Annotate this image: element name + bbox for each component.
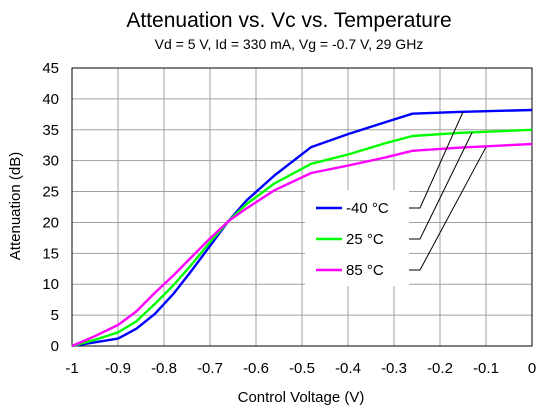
legend-leader-line xyxy=(406,132,473,240)
x-tick-label: -0.2 xyxy=(427,360,453,377)
y-tick-label: 45 xyxy=(42,60,59,77)
legend: -40 °C 25 °C 85 °C xyxy=(305,190,409,286)
grid xyxy=(71,67,533,347)
x-tick-label: -0.1 xyxy=(473,360,499,377)
series-lines xyxy=(71,108,533,348)
legend-label: 85 °C xyxy=(346,262,384,279)
y-tick-label: 30 xyxy=(42,153,59,170)
y-tick-label: 15 xyxy=(42,245,59,262)
y-tick-label: 40 xyxy=(42,91,59,108)
y-axis-label: Attenuation (dB) xyxy=(7,152,24,260)
x-tick-label: 0 xyxy=(528,360,536,377)
x-axis: -1 -0.9 -0.8 -0.7 -0.6 -0.5 -0.4 -0.3 -0.2 -0.1 0 xyxy=(65,360,536,377)
x-tick-label: -0.8 xyxy=(151,360,177,377)
x-tick-label: -0.3 xyxy=(381,360,407,377)
x-tick-label: -0.7 xyxy=(197,360,223,377)
legend-label: 25 °C xyxy=(346,231,384,248)
y-tick-label: 0 xyxy=(51,338,59,355)
chart-title: Attenuation vs. Vc vs. Temperature xyxy=(126,9,451,32)
y-tick-label: 10 xyxy=(42,276,59,293)
x-axis-label: Control Voltage (V) xyxy=(238,389,365,406)
legend-leader-line xyxy=(406,111,464,209)
legend-leader-lines xyxy=(406,111,487,271)
chart-subtitle: Vd = 5 V, Id = 330 mA, Vg = -0.7 V, 29 G… xyxy=(155,36,424,52)
x-tick-label: -0.9 xyxy=(105,360,131,377)
y-tick-label: 35 xyxy=(42,122,59,139)
y-tick-label: 25 xyxy=(42,184,59,201)
legend-leader-line xyxy=(406,146,487,271)
series-line-2 xyxy=(71,142,533,348)
y-tick-label: 20 xyxy=(42,214,59,231)
y-tick-label: 5 xyxy=(51,307,59,324)
x-tick-label: -0.6 xyxy=(243,360,269,377)
plot-area xyxy=(71,67,533,347)
y-axis: 0 5 10 15 20 25 30 35 40 45 xyxy=(42,60,59,355)
x-tick-label: -1 xyxy=(65,360,78,377)
legend-label: -40 °C xyxy=(346,200,389,217)
x-tick-label: -0.5 xyxy=(289,360,315,377)
x-tick-label: -0.4 xyxy=(335,360,361,377)
